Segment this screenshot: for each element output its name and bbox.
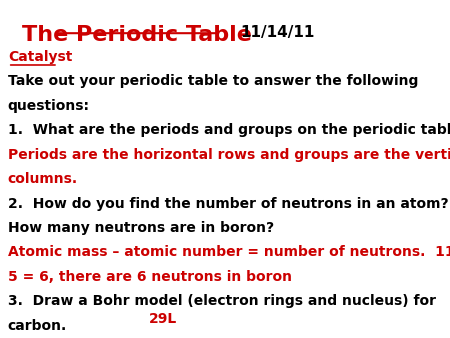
Text: Periods are the horizontal rows and groups are the vertical: Periods are the horizontal rows and grou… xyxy=(8,148,450,162)
Text: 3.  Draw a Bohr model (electron rings and nucleus) for: 3. Draw a Bohr model (electron rings and… xyxy=(8,294,436,308)
Text: columns.: columns. xyxy=(8,172,78,186)
Text: How many neutrons are in boron?: How many neutrons are in boron? xyxy=(8,221,274,235)
Text: carbon.: carbon. xyxy=(8,319,67,333)
Text: Catalyst: Catalyst xyxy=(8,50,72,64)
Text: The Periodic Table: The Periodic Table xyxy=(22,25,252,45)
Text: 5 = 6, there are 6 neutrons in boron: 5 = 6, there are 6 neutrons in boron xyxy=(8,270,292,284)
Text: 29L: 29L xyxy=(148,312,177,326)
Text: questions:: questions: xyxy=(8,99,90,113)
Text: 2.  How do you find the number of neutrons in an atom?: 2. How do you find the number of neutron… xyxy=(8,197,449,211)
Text: 11/14/11: 11/14/11 xyxy=(240,25,315,40)
Text: Take out your periodic table to answer the following: Take out your periodic table to answer t… xyxy=(8,74,418,88)
Text: 1.  What are the periods and groups on the periodic table?: 1. What are the periods and groups on th… xyxy=(8,123,450,137)
Text: Atomic mass – atomic number = number of neutrons.  11 –: Atomic mass – atomic number = number of … xyxy=(8,245,450,260)
